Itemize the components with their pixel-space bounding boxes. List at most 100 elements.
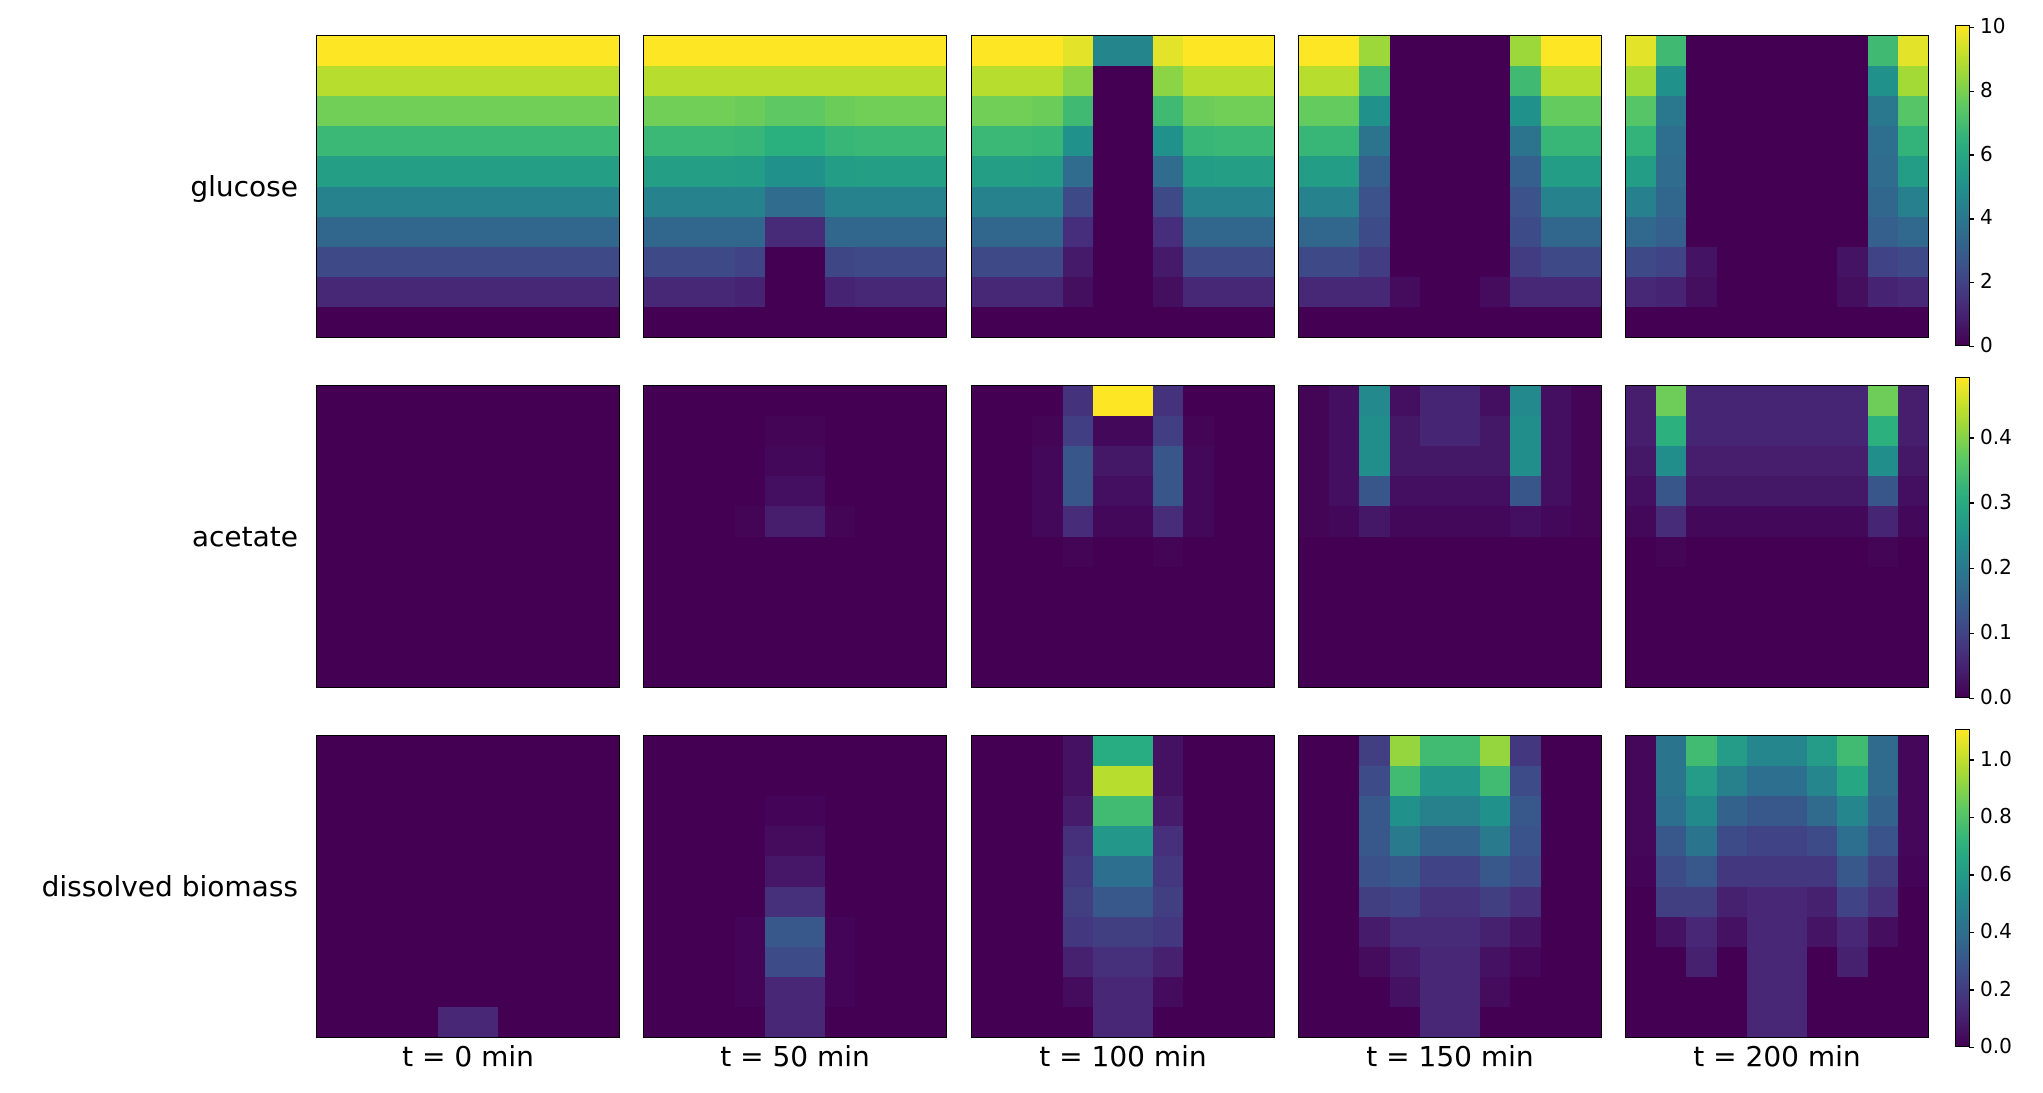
- heatmap-cell: [1686, 186, 1717, 217]
- heatmap-cell: [1570, 886, 1601, 917]
- heatmap-cell: [915, 1006, 946, 1037]
- heatmap-cell: [1746, 66, 1777, 97]
- heatmap-cell: [1510, 566, 1541, 597]
- heatmap-cell: [1570, 506, 1601, 537]
- heatmap-cell: [1686, 856, 1717, 887]
- heatmap-cell: [588, 476, 619, 507]
- heatmap-cell: [347, 96, 378, 127]
- heatmap-cell: [1807, 476, 1838, 507]
- heatmap-cell: [1626, 916, 1657, 947]
- heatmap-cell: [1123, 66, 1154, 97]
- heatmap-cell: [972, 566, 1003, 597]
- heatmap-cell: [1092, 1006, 1123, 1037]
- heatmap-cell: [1213, 946, 1244, 977]
- heatmap-cell: [528, 66, 559, 97]
- heatmap-cell: [528, 886, 559, 917]
- heatmap-cell: [1419, 656, 1450, 687]
- heatmap-cell: [588, 216, 619, 247]
- heatmap-cell: [1480, 536, 1511, 567]
- heatmap-cell: [885, 156, 916, 187]
- heatmap-cell: [764, 66, 795, 97]
- heatmap-cell: [915, 506, 946, 537]
- time-label: t = 50 min: [720, 1040, 870, 1073]
- heatmap-cell: [1510, 536, 1541, 567]
- heatmap-cell: [1626, 386, 1657, 417]
- heatmap-cell: [407, 656, 438, 687]
- heatmap-cell: [885, 1006, 916, 1037]
- heatmap-cell: [468, 886, 499, 917]
- heatmap-cell: [1213, 536, 1244, 567]
- heatmap-cell: [1032, 826, 1063, 857]
- heatmap-cell: [795, 416, 826, 447]
- heatmap-cell: [825, 946, 856, 977]
- heatmap-cell: [1419, 536, 1450, 567]
- heatmap-cell: [1777, 886, 1808, 917]
- heatmap-cell: [1062, 446, 1093, 477]
- heatmap-cell: [1746, 156, 1777, 187]
- heatmap-cell: [1480, 976, 1511, 1007]
- heatmap-cell: [644, 536, 675, 567]
- heatmap-cell: [825, 976, 856, 1007]
- heatmap-cell: [437, 566, 468, 597]
- heatmap-cell: [1062, 126, 1093, 157]
- heatmap-panel: [1625, 35, 1929, 338]
- heatmap-cell: [1716, 446, 1747, 477]
- heatmap-cell: [1092, 186, 1123, 217]
- heatmap-cell: [1626, 656, 1657, 687]
- heatmap-cell: [1062, 536, 1093, 567]
- heatmap-cell: [1183, 736, 1214, 767]
- heatmap-cell: [1032, 386, 1063, 417]
- heatmap-cell: [437, 626, 468, 657]
- heatmap-cell: [1389, 886, 1420, 917]
- heatmap-panel: [1298, 385, 1602, 688]
- heatmap-cell: [1716, 36, 1747, 67]
- heatmap-cell: [1510, 246, 1541, 277]
- heatmap-cell: [1450, 476, 1481, 507]
- heatmap-cell: [558, 126, 589, 157]
- heatmap-cell: [1716, 626, 1747, 657]
- heatmap-cell: [528, 536, 559, 567]
- heatmap-cell: [1032, 856, 1063, 887]
- heatmap-cell: [1480, 476, 1511, 507]
- heatmap-cell: [855, 96, 886, 127]
- heatmap-cell: [407, 886, 438, 917]
- heatmap-cell: [437, 796, 468, 827]
- heatmap-cell: [1807, 826, 1838, 857]
- heatmap-cell: [1183, 96, 1214, 127]
- heatmap-cell: [558, 566, 589, 597]
- heatmap-cell: [468, 156, 499, 187]
- heatmap-cell: [825, 416, 856, 447]
- heatmap-cell: [885, 976, 916, 1007]
- heatmap-cell: [1867, 306, 1898, 337]
- heatmap-cell: [1777, 186, 1808, 217]
- heatmap-cell: [1867, 476, 1898, 507]
- heatmap-cell: [1389, 626, 1420, 657]
- heatmap-cell: [347, 916, 378, 947]
- heatmap-cell: [528, 416, 559, 447]
- heatmap-cell: [588, 386, 619, 417]
- heatmap-cell: [1359, 856, 1390, 887]
- heatmap-cell: [437, 856, 468, 887]
- heatmap-cell: [795, 796, 826, 827]
- heatmap-cell: [1716, 1006, 1747, 1037]
- heatmap-cell: [1450, 856, 1481, 887]
- heatmap-cell: [1570, 1006, 1601, 1037]
- heatmap-cell: [1746, 386, 1777, 417]
- heatmap-cell: [498, 1006, 529, 1037]
- heatmap-cell: [1002, 536, 1033, 567]
- heatmap-cell: [1716, 946, 1747, 977]
- heatmap-cell: [1686, 946, 1717, 977]
- heatmap-cell: [437, 36, 468, 67]
- heatmap-cell: [1243, 66, 1274, 97]
- heatmap-cell: [1002, 506, 1033, 537]
- heatmap-cell: [1213, 826, 1244, 857]
- heatmap-cell: [1243, 36, 1274, 67]
- heatmap-cell: [1807, 1006, 1838, 1037]
- heatmap-cell: [1807, 796, 1838, 827]
- heatmap-cell: [1716, 916, 1747, 947]
- heatmap-cell: [1359, 276, 1390, 307]
- heatmap-cell: [1540, 126, 1571, 157]
- heatmap-cell: [1002, 736, 1033, 767]
- heatmap-cell: [498, 886, 529, 917]
- heatmap-cell: [588, 566, 619, 597]
